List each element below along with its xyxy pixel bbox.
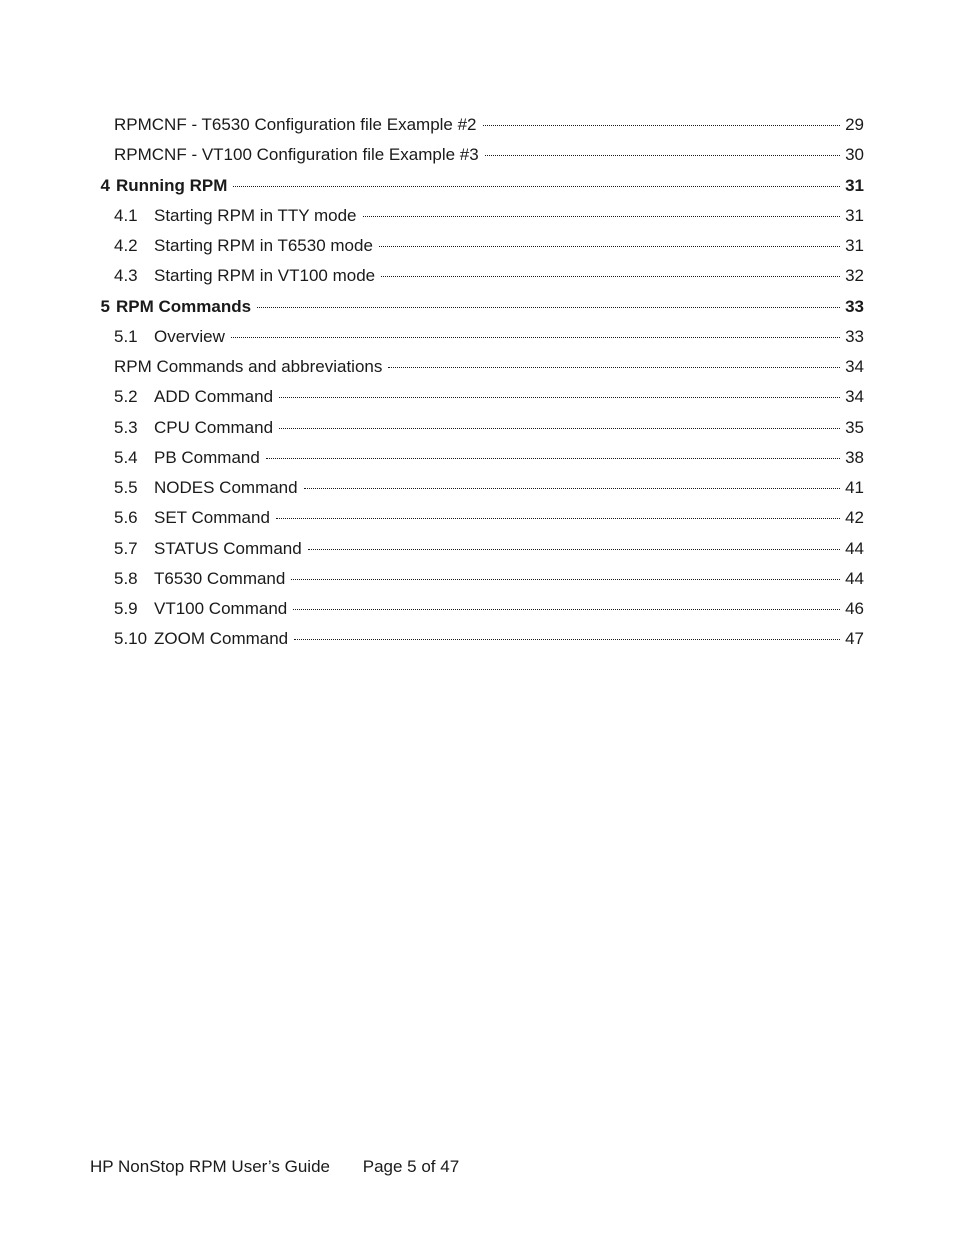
toc-row[interactable]: 5.8T6530 Command 44 <box>90 564 864 594</box>
toc-row[interactable]: RPMCNF - T6530 Configuration file Exampl… <box>90 110 864 140</box>
toc-entry-number: 4.1 <box>114 201 154 231</box>
toc-entry-number: 5.4 <box>114 443 154 473</box>
toc-row[interactable]: 5RPM Commands 33 <box>90 292 864 322</box>
toc-row[interactable]: 5.1Overview 33 <box>90 322 864 352</box>
toc-entry-page: 33 <box>842 292 864 322</box>
toc-entry-title: ADD Command <box>154 382 277 412</box>
toc-entry-title: T6530 Command <box>154 564 289 594</box>
toc-entry-title: RPMCNF - VT100 Configuration file Exampl… <box>114 140 483 170</box>
toc-entry-number: 4.3 <box>114 261 154 291</box>
toc-entry-number: 5.5 <box>114 473 154 503</box>
toc-leader-dots <box>231 337 840 338</box>
toc-entry-title: Starting RPM in VT100 mode <box>154 261 379 291</box>
toc-row[interactable]: 5.9VT100 Command 46 <box>90 594 864 624</box>
toc-row[interactable]: 5.3CPU Command 35 <box>90 413 864 443</box>
toc-leader-dots <box>276 518 840 519</box>
document-page: RPMCNF - T6530 Configuration file Exampl… <box>0 0 954 1235</box>
toc-entry-number: 5.1 <box>114 322 154 352</box>
toc-entry-page: 31 <box>842 201 864 231</box>
toc-entry-title: RPM Commands and abbreviations <box>114 352 386 382</box>
toc-entry-page: 46 <box>842 594 864 624</box>
toc-leader-dots <box>291 579 840 580</box>
toc-leader-dots <box>266 458 840 459</box>
toc-row[interactable]: 4Running RPM 31 <box>90 171 864 201</box>
toc-entry-number: 4 <box>90 171 116 201</box>
toc-row[interactable]: 4.3Starting RPM in VT100 mode 32 <box>90 261 864 291</box>
toc-entry-page: 33 <box>842 322 864 352</box>
toc-entry-title: PB Command <box>154 443 264 473</box>
toc-entry-page: 47 <box>842 624 864 654</box>
toc-leader-dots <box>483 125 840 126</box>
toc-entry-number: 5.6 <box>114 503 154 533</box>
toc-leader-dots <box>379 246 840 247</box>
toc-entry-number: 5.8 <box>114 564 154 594</box>
toc-entry-page: 44 <box>842 564 864 594</box>
toc-entry-title: CPU Command <box>154 413 277 443</box>
toc-entry-number: 5 <box>90 292 116 322</box>
toc-entry-title: VT100 Command <box>154 594 291 624</box>
toc-row[interactable]: 4.1Starting RPM in TTY mode 31 <box>90 201 864 231</box>
footer-doc-title: HP NonStop RPM User’s Guide <box>90 1157 330 1177</box>
toc-row[interactable]: 5.7STATUS Command 44 <box>90 534 864 564</box>
toc-entry-page: 31 <box>842 171 864 201</box>
toc-leader-dots <box>293 609 840 610</box>
toc-row[interactable]: RPM Commands and abbreviations 34 <box>90 352 864 382</box>
toc-entry-title: RPM Commands <box>116 292 255 322</box>
toc-row[interactable]: 5.4PB Command 38 <box>90 443 864 473</box>
page-footer: HP NonStop RPM User’s Guide Page 5 of 47 <box>90 1157 459 1177</box>
toc-entry-title: NODES Command <box>154 473 302 503</box>
toc-entry-title: Running RPM <box>116 171 231 201</box>
footer-page-number: Page 5 of 47 <box>363 1157 459 1177</box>
toc-entry-number: 5.10 <box>114 624 154 654</box>
toc-leader-dots <box>485 155 840 156</box>
toc-entry-page: 32 <box>842 261 864 291</box>
toc-leader-dots <box>304 488 840 489</box>
toc-entry-page: 34 <box>842 352 864 382</box>
toc-entry-number: 5.7 <box>114 534 154 564</box>
toc-entry-number: 4.2 <box>114 231 154 261</box>
toc-entry-title: Starting RPM in TTY mode <box>154 201 361 231</box>
toc-leader-dots <box>233 186 840 187</box>
toc-entry-page: 34 <box>842 382 864 412</box>
toc-entry-page: 29 <box>842 110 864 140</box>
toc-row[interactable]: 5.6SET Command 42 <box>90 503 864 533</box>
toc-row[interactable]: 5.5NODES Command 41 <box>90 473 864 503</box>
toc-entry-page: 38 <box>842 443 864 473</box>
toc-leader-dots <box>279 397 840 398</box>
toc-entry-title: Starting RPM in T6530 mode <box>154 231 377 261</box>
toc-entry-title: Overview <box>154 322 229 352</box>
toc-leader-dots <box>363 216 840 217</box>
toc-row[interactable]: 5.2ADD Command 34 <box>90 382 864 412</box>
toc-leader-dots <box>294 639 840 640</box>
toc-leader-dots <box>388 367 840 368</box>
toc-entry-title: RPMCNF - T6530 Configuration file Exampl… <box>114 110 481 140</box>
toc-leader-dots <box>381 276 840 277</box>
toc-leader-dots <box>257 307 840 308</box>
toc-entry-page: 42 <box>842 503 864 533</box>
table-of-contents: RPMCNF - T6530 Configuration file Exampl… <box>90 110 864 655</box>
toc-entry-number: 5.9 <box>114 594 154 624</box>
toc-entry-number: 5.3 <box>114 413 154 443</box>
toc-leader-dots <box>308 549 840 550</box>
toc-entry-page: 41 <box>842 473 864 503</box>
toc-entry-title: ZOOM Command <box>154 624 292 654</box>
toc-leader-dots <box>279 428 840 429</box>
toc-entry-title: STATUS Command <box>154 534 306 564</box>
toc-entry-page: 44 <box>842 534 864 564</box>
toc-row[interactable]: RPMCNF - VT100 Configuration file Exampl… <box>90 140 864 170</box>
toc-row[interactable]: 5.10ZOOM Command 47 <box>90 624 864 654</box>
toc-entry-page: 30 <box>842 140 864 170</box>
toc-entry-number: 5.2 <box>114 382 154 412</box>
toc-entry-page: 31 <box>842 231 864 261</box>
toc-entry-title: SET Command <box>154 503 274 533</box>
toc-entry-page: 35 <box>842 413 864 443</box>
toc-row[interactable]: 4.2Starting RPM in T6530 mode 31 <box>90 231 864 261</box>
